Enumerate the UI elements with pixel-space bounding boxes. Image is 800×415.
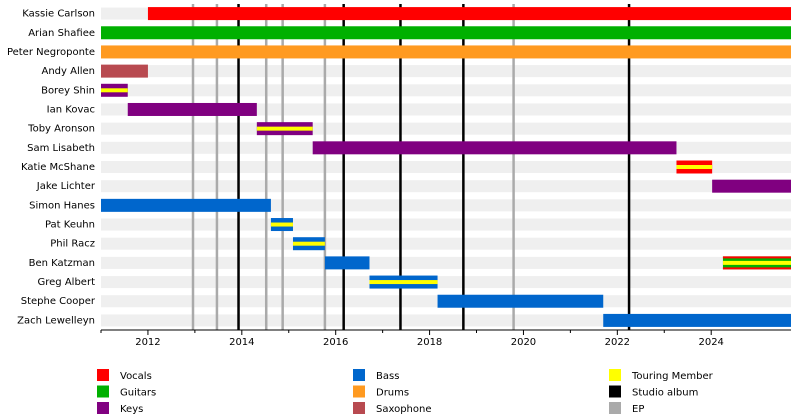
member-bar [324, 256, 370, 270]
legend-swatch [97, 369, 109, 381]
member-name: Borey Shin [41, 85, 95, 96]
legend-swatch [353, 402, 365, 414]
member-name: Sam Lisabeth [27, 143, 95, 154]
legend-label: Guitars [120, 388, 156, 399]
x-tick-label: 2016 [323, 337, 348, 348]
member-bar [101, 45, 791, 59]
member-name: Kassie Carlson [22, 9, 95, 20]
legend-label: Touring Member [631, 371, 714, 382]
legend-swatch [609, 402, 621, 414]
member-bar [437, 294, 604, 308]
touring-stripe [101, 88, 128, 93]
role-stripe [722, 267, 791, 270]
row-band [101, 103, 791, 116]
legend-swatch [609, 369, 621, 381]
row-band [101, 276, 791, 289]
member-name: Stephe Cooper [21, 296, 96, 307]
member-name: Arian Shafiee [28, 28, 95, 39]
member-bar [147, 7, 791, 21]
touring-stripe [369, 280, 438, 285]
row-band [101, 218, 791, 231]
row-band [101, 161, 791, 173]
member-name: Zach Lewelleyn [17, 315, 95, 326]
legend-swatch [353, 369, 365, 381]
touring-stripe [256, 126, 313, 131]
row-band [101, 180, 791, 193]
legend-label: Saxophone [376, 404, 432, 415]
member-bar [101, 26, 791, 40]
member-name: Peter Negroponte [7, 47, 95, 58]
member-name: Katie McShane [21, 162, 95, 173]
member-name: Phil Racz [50, 239, 95, 250]
member-bar [127, 102, 257, 116]
legend-swatch [353, 385, 365, 398]
row-band [101, 237, 791, 250]
member-bar [101, 64, 148, 78]
row-band [101, 84, 791, 97]
member-bar [101, 198, 271, 212]
member-name: Andy Allen [41, 66, 95, 77]
member-name: Pat Keuhn [45, 220, 95, 231]
legend-swatch [609, 385, 621, 398]
member-bar [603, 313, 791, 327]
x-tick-label: 2014 [229, 337, 254, 348]
touring-stripe [292, 241, 325, 246]
legend-swatch [97, 385, 109, 398]
legend-label: Keys [120, 404, 143, 415]
legend-label: Studio album [632, 388, 698, 399]
member-name: Greg Albert [38, 277, 96, 288]
legend-label: EP [632, 404, 644, 415]
touring-stripe [676, 165, 713, 169]
member-name: Simon Hanes [29, 200, 95, 211]
member-bar [312, 141, 677, 155]
row-band [101, 199, 791, 212]
role-stripe [722, 256, 791, 259]
member-bar [712, 179, 791, 193]
member-name: Toby Aronson [27, 124, 95, 135]
touring-stripe [722, 260, 791, 265]
member-name: Jake Lichter [36, 181, 96, 192]
touring-stripe [270, 222, 293, 227]
member-name: Ian Kovac [47, 104, 95, 115]
row-band [101, 65, 791, 78]
x-tick-label: 2022 [605, 337, 630, 348]
x-tick-label: 2018 [417, 337, 442, 348]
x-tick-label: 2012 [135, 337, 160, 348]
member-name: Ben Katzman [29, 258, 95, 269]
x-tick-label: 2024 [698, 337, 723, 348]
legend-label: Drums [376, 388, 409, 399]
legend-label: Vocals [120, 371, 152, 382]
row-band [101, 256, 791, 269]
x-tick-label: 2020 [511, 337, 536, 348]
legend-label: Bass [376, 371, 399, 382]
row-band [101, 122, 791, 135]
legend-swatch [97, 402, 109, 414]
